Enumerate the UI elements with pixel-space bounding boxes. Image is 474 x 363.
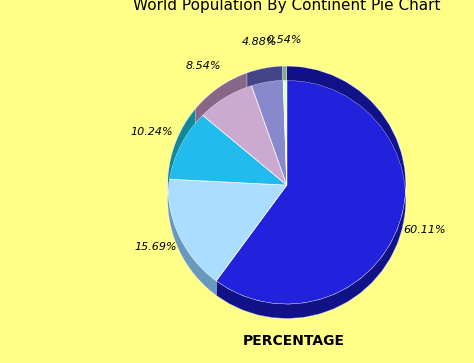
- Wedge shape: [247, 66, 287, 185]
- Wedge shape: [195, 73, 287, 185]
- Polygon shape: [216, 66, 406, 318]
- Title: World Population By Continent Pie Chart: World Population By Continent Pie Chart: [133, 0, 440, 13]
- Wedge shape: [168, 179, 287, 281]
- Wedge shape: [216, 80, 406, 318]
- Polygon shape: [168, 109, 195, 193]
- Text: 60.11%: 60.11%: [403, 225, 446, 236]
- Wedge shape: [168, 123, 287, 199]
- Polygon shape: [247, 66, 283, 87]
- Wedge shape: [216, 66, 406, 304]
- Wedge shape: [283, 80, 287, 199]
- Wedge shape: [247, 81, 287, 199]
- Text: 15.69%: 15.69%: [134, 242, 177, 252]
- Wedge shape: [283, 66, 287, 185]
- Polygon shape: [283, 66, 287, 81]
- Text: 8.54%: 8.54%: [186, 61, 221, 71]
- Wedge shape: [168, 109, 287, 185]
- Text: 0.54%: 0.54%: [266, 35, 302, 45]
- Polygon shape: [195, 73, 247, 123]
- Wedge shape: [168, 193, 287, 295]
- Text: 4.88%: 4.88%: [242, 37, 277, 48]
- Text: 10.24%: 10.24%: [130, 127, 173, 137]
- Polygon shape: [168, 179, 216, 295]
- Text: PERCENTAGE: PERCENTAGE: [243, 334, 345, 348]
- Wedge shape: [195, 87, 287, 199]
